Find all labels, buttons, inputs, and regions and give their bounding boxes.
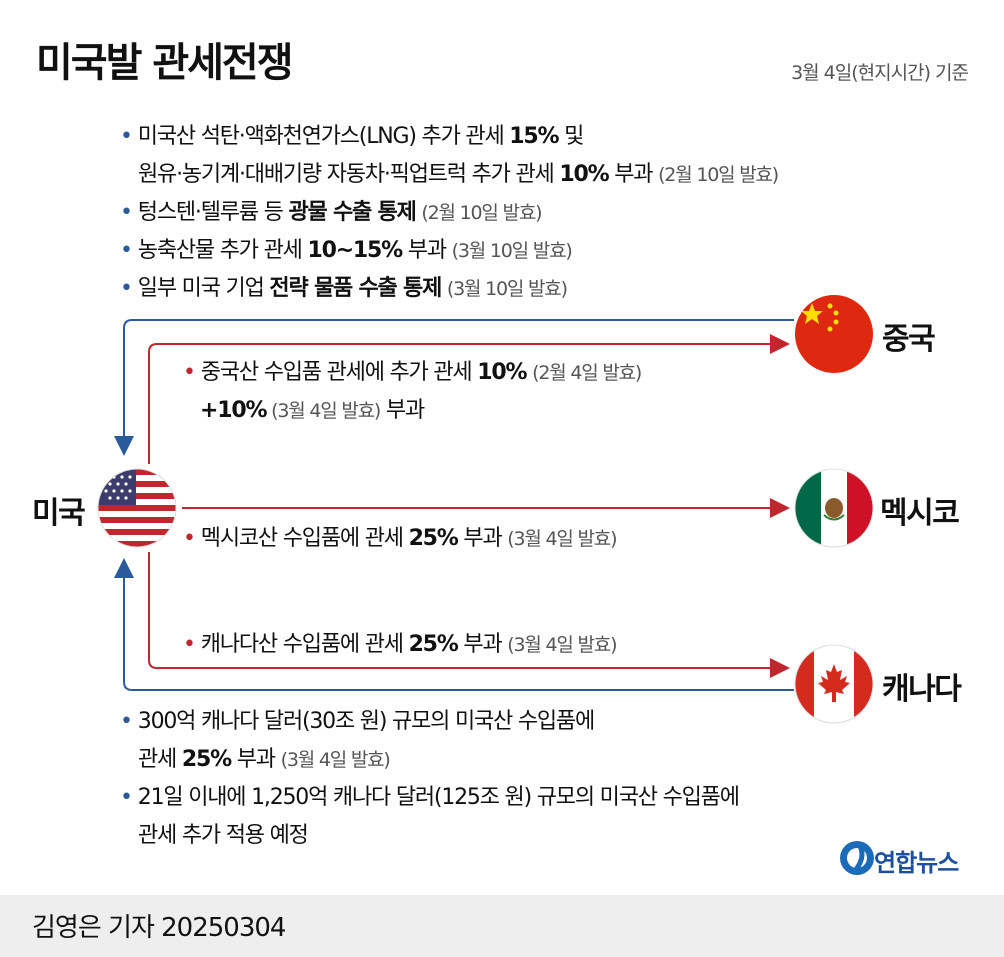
measure-highlight: 15% bbox=[509, 124, 559, 149]
measure-text: 21일 이내에 1,250억 캐나다 달러(125조 원) 규모의 미국산 수입… bbox=[137, 785, 740, 810]
china-measure-1-cont: 원유·농기계·대배기량 자동차·픽업트럭 추가 관세 10% 부과 (2월 10… bbox=[138, 160, 779, 190]
china-retaliation-arrow bbox=[114, 319, 794, 456]
tariff-highlight: 10% bbox=[477, 360, 527, 385]
us-to-canada-arrow bbox=[148, 552, 790, 678]
bullet-dot: • bbox=[183, 360, 196, 385]
tariff-highlight: 25% bbox=[408, 632, 459, 657]
us-canada-tariff: • 캐나다산 수입품에 관세 25% 부과 (3월 4일 발효) bbox=[183, 630, 618, 660]
tariff-text: 캐나다산 수입품에 관세 bbox=[200, 632, 409, 657]
measure-text: 텅스텐·텔루륨 등 bbox=[137, 200, 289, 225]
measure-highlight: 10~15% bbox=[307, 238, 403, 263]
bullet-dot: • bbox=[120, 785, 133, 810]
footer-bar bbox=[0, 895, 1004, 957]
measure-text: 농축산물 추가 관세 bbox=[137, 238, 308, 263]
us-china-tariff-2: +10% (3월 4일 발효) 부과 bbox=[200, 396, 425, 426]
canada-measure-1: • 300억 캐나다 달러(30조 원) 규모의 미국산 수입품에 bbox=[120, 707, 595, 737]
measure-highlight: 25% bbox=[181, 747, 232, 772]
effective-date-note: (2월 10일 발효) bbox=[658, 164, 779, 186]
us-mexico-tariff: • 멕시코산 수입품에 관세 25% 부과 (3월 4일 발효) bbox=[183, 524, 618, 554]
tariff-text: 멕시코산 수입품에 관세 bbox=[200, 526, 409, 551]
measure-highlight: 10% bbox=[559, 162, 609, 187]
bullet-dot: • bbox=[120, 200, 133, 225]
measure-text: 300억 캐나다 달러(30조 원) 규모의 미국산 수입품에 bbox=[137, 709, 595, 734]
measure-text: 관세 추가 적용 예정 bbox=[138, 823, 309, 848]
tariff-text: 부과 bbox=[457, 526, 508, 551]
tariff-highlight: 25% bbox=[408, 526, 459, 551]
tariff-text: 부과 bbox=[380, 398, 425, 423]
canada-measure-1-cont: 관세 25% 부과 (3월 4일 발효) bbox=[138, 745, 391, 775]
measure-text: 부과 bbox=[608, 162, 659, 187]
us-to-china-arrow bbox=[148, 334, 790, 464]
effective-date-note: (2월 4일 발효) bbox=[532, 362, 642, 384]
us-china-tariff-1: • 중국산 수입품 관세에 추가 관세 10% (2월 4일 발효) bbox=[183, 358, 642, 388]
measure-highlight: 광물 수출 통제 bbox=[288, 200, 416, 225]
country-label-canada: 캐나다 bbox=[882, 672, 962, 707]
page-title: 미국발 관세전쟁 bbox=[36, 40, 294, 86]
canada-measure-2-cont: 관세 추가 적용 예정 bbox=[138, 821, 309, 851]
effective-date-note: (3월 10일 발효) bbox=[446, 278, 568, 300]
measure-text: 관세 bbox=[138, 747, 182, 772]
date-note: 3월 4일(현지시간) 기준 bbox=[791, 62, 969, 84]
effective-date-note: (3월 4일 발효) bbox=[280, 749, 391, 771]
bullet-dot: • bbox=[183, 526, 196, 551]
yonhap-logo-icon bbox=[840, 841, 874, 875]
measure-text: 미국산 석탄·액화천연가스(LNG) 추가 관세 bbox=[137, 124, 510, 149]
tariff-text: 부과 bbox=[457, 632, 508, 657]
canada-measure-2: • 21일 이내에 1,250억 캐나다 달러(125조 원) 규모의 미국산 수… bbox=[120, 783, 740, 813]
effective-date-note: (2월 10일 발효) bbox=[421, 202, 542, 224]
effective-date-note: (3월 10일 발효) bbox=[451, 240, 573, 262]
bullet-dot: • bbox=[120, 238, 133, 263]
measure-highlight: 전략 물품 수출 통제 bbox=[269, 276, 442, 301]
country-label-us: 미국 bbox=[32, 496, 86, 531]
bullet-dot: • bbox=[183, 632, 196, 657]
china-measure-2: • 텅스텐·텔루륨 등 광물 수출 통제 (2월 10일 발효) bbox=[120, 198, 543, 228]
us-flag-icon bbox=[98, 469, 176, 547]
bullet-dot: • bbox=[120, 124, 133, 149]
yonhap-logo-text: 연합뉴스 bbox=[874, 849, 959, 877]
china-measure-4: • 일부 미국 기업 전략 물품 수출 통제 (3월 10일 발효) bbox=[120, 274, 568, 304]
effective-date-note: (3월 4일 발효) bbox=[507, 634, 617, 656]
bullet-dot: • bbox=[120, 276, 133, 301]
measure-text: 및 bbox=[558, 124, 584, 149]
tariff-highlight: +10% bbox=[200, 398, 268, 423]
canada-retaliation-arrow bbox=[114, 558, 794, 691]
china-measure-1: • 미국산 석탄·액화천연가스(LNG) 추가 관세 15% 및 bbox=[120, 122, 584, 152]
effective-date-note: (3월 4일 발효) bbox=[507, 528, 617, 550]
tariff-text: 중국산 수입품 관세에 추가 관세 bbox=[200, 360, 478, 385]
measure-text: 원유·농기계·대배기량 자동차·픽업트럭 추가 관세 bbox=[138, 162, 560, 187]
effective-date-note: (3월 4일 발효) bbox=[266, 400, 381, 422]
measure-text: 부과 bbox=[402, 238, 452, 263]
measure-text: 부과 bbox=[230, 747, 281, 772]
china-measure-3: • 농축산물 추가 관세 10~15% 부과 (3월 10일 발효) bbox=[120, 236, 573, 266]
measure-text: 일부 미국 기업 bbox=[137, 276, 270, 301]
reporter-credit: 김영은 기자 20250304 bbox=[32, 913, 286, 943]
country-label-china: 중국 bbox=[882, 322, 936, 357]
bullet-dot: • bbox=[120, 709, 133, 734]
country-label-mexico: 멕시코 bbox=[880, 496, 960, 531]
china-flag-icon bbox=[795, 295, 873, 373]
